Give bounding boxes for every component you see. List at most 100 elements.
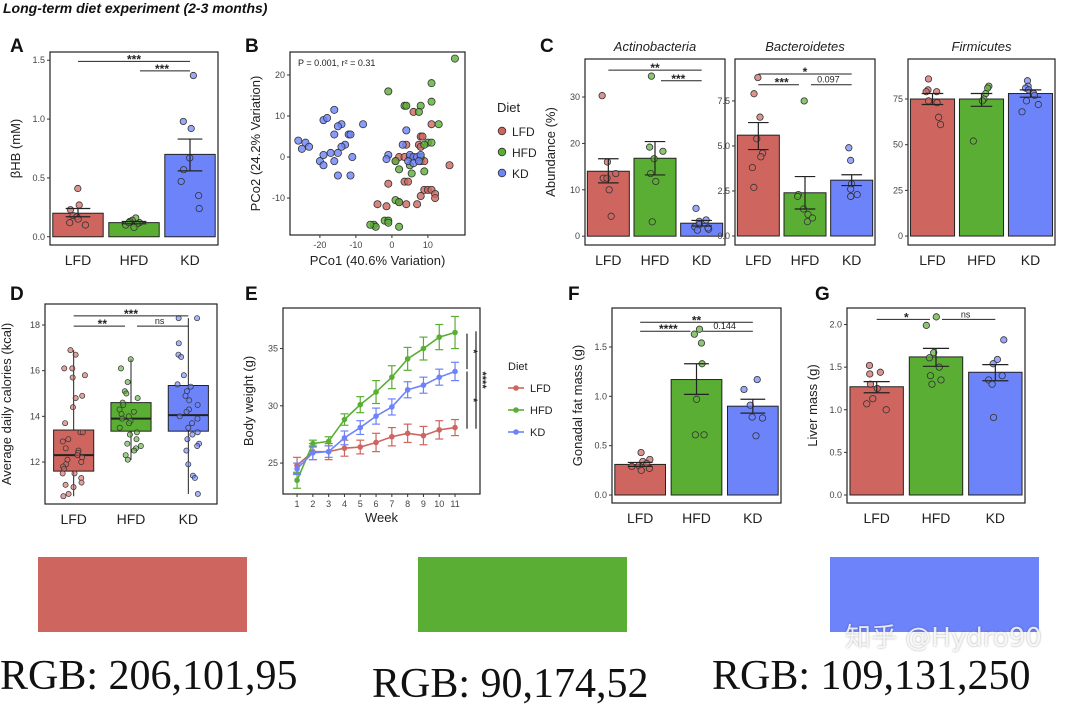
point-lfd [416, 192, 425, 201]
point-hfd [450, 54, 459, 63]
data-point [803, 217, 811, 226]
y-tick-label: 1.5 [594, 342, 607, 352]
point-hfd [427, 138, 436, 147]
x-category-label: HFD [791, 252, 820, 268]
bar-lfd [849, 386, 904, 496]
data-point [189, 431, 196, 438]
y-tick-label: 10 [275, 111, 285, 121]
significance-label: 0.097 [817, 75, 840, 85]
point-lfd [436, 427, 443, 433]
data-point [646, 143, 654, 151]
point-kd [359, 120, 368, 129]
significance-label: ** [650, 61, 660, 75]
data-point [195, 191, 203, 200]
data-point [691, 431, 699, 439]
legend-marker-hfd [513, 407, 519, 413]
data-point [936, 120, 945, 129]
point-kd [325, 448, 332, 455]
data-point [175, 340, 182, 347]
data-point [690, 330, 698, 338]
data-point [612, 169, 620, 178]
data-point [692, 395, 701, 403]
data-point [603, 158, 612, 166]
box-lfd [53, 429, 95, 472]
point-kd [297, 144, 306, 153]
data-point [185, 424, 192, 431]
point-hfd [434, 120, 443, 129]
data-point [133, 436, 140, 443]
point-hfd [310, 440, 316, 447]
data-point [70, 404, 76, 411]
legend-marker-hfd [497, 147, 507, 157]
data-point [59, 438, 66, 445]
point-kd [389, 404, 395, 410]
point-kd [330, 130, 339, 139]
data-point [194, 415, 201, 422]
data-point [692, 204, 700, 212]
point-kd [310, 449, 316, 456]
data-point [62, 445, 69, 452]
rgb-label-blue: RGB: 109,131,250 [712, 653, 1031, 699]
data-point [924, 75, 933, 83]
data-point [794, 192, 802, 200]
y-tick-label: 20 [570, 138, 580, 148]
point-hfd [420, 167, 429, 176]
data-point [1022, 97, 1031, 105]
x-category-label: LFD [65, 252, 91, 268]
y-axis-label: Average daily calories (kcal) [0, 323, 14, 485]
point-hfd [384, 218, 393, 227]
data-point [74, 452, 81, 459]
y-tick-label: 50 [893, 140, 903, 150]
data-point [72, 351, 79, 358]
panel-b: -10 0 10 20 PCo2 (24.2% Variation) -20 -10 0 10 P… [248, 51, 537, 268]
y-tick-label: 16 [30, 366, 40, 376]
significance-label: 0.144 [713, 321, 736, 331]
bar-hfd [958, 98, 1005, 237]
point-kd [341, 435, 348, 441]
panel-label-a: A [10, 36, 24, 57]
data-point [808, 214, 817, 222]
data-point [700, 431, 708, 439]
data-point [183, 408, 190, 415]
point-kd [348, 153, 357, 162]
x-axis-label: PCo1 (40.6% Variation) [310, 253, 446, 268]
y-tick-label: 0.0 [717, 231, 730, 241]
data-point [753, 135, 761, 143]
legend-title: Diet [508, 361, 528, 373]
data-point [131, 447, 138, 454]
point-kd [294, 136, 303, 145]
x-tick-label: 7 [389, 499, 394, 509]
y-axis-label: Gonadal fat mass (g) [570, 345, 585, 466]
legend-label: HFD [530, 405, 553, 417]
data-point [62, 481, 69, 488]
point-hfd [341, 416, 348, 423]
significance-label: ** [692, 313, 702, 327]
point-hfd [420, 345, 427, 352]
data-point [187, 124, 195, 133]
data-point [180, 166, 188, 174]
data-point [66, 219, 74, 227]
data-point [75, 201, 83, 209]
legend-marker-lfd [513, 385, 519, 391]
data-point [119, 415, 125, 422]
data-point [124, 379, 131, 386]
y-tick-label: 1.5 [32, 55, 45, 65]
data-point [926, 372, 935, 380]
x-tick-label: 10 [434, 499, 444, 509]
point-lfd [341, 445, 348, 451]
data-point [637, 466, 645, 474]
data-point [187, 383, 194, 390]
y-tick-label: 0 [575, 231, 580, 241]
data-point [179, 117, 187, 126]
x-category-label: LFD [627, 510, 653, 526]
swatch-blue [830, 557, 1039, 632]
panel-a: 0.0 0.5 1.0 1.5 βHB (mM) LFD HFD KD *** *** [8, 51, 219, 268]
y-tick-label: -10 [272, 193, 285, 203]
data-point [758, 414, 767, 422]
data-point [998, 372, 1006, 380]
point-hfd [420, 140, 429, 149]
significance-label: *** [775, 76, 789, 90]
significance-label: ns [961, 309, 971, 319]
